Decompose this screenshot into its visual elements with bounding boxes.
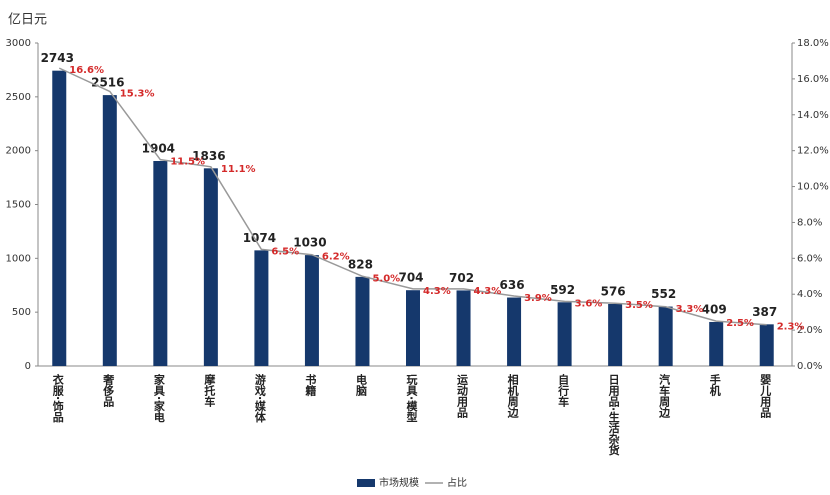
- bar: [456, 290, 471, 366]
- bar-value-label: 409: [702, 302, 727, 316]
- bar: [406, 290, 420, 366]
- y-tick-label: 1000: [6, 253, 31, 264]
- y2-tick-label: 10.0%: [797, 182, 829, 193]
- bar: [102, 95, 117, 367]
- bar-value-label: 1074: [243, 231, 276, 245]
- y-tick-label: 3000: [6, 38, 31, 49]
- legend-swatch: [357, 479, 375, 487]
- bar-value-label: 552: [651, 287, 676, 301]
- bar-value-label: 702: [449, 271, 474, 285]
- share-label: 6.2%: [322, 252, 350, 263]
- share-label: 16.6%: [69, 65, 104, 76]
- x-tick-label: 日用品·生活杂货: [607, 374, 621, 456]
- share-label: 4.3%: [474, 286, 502, 297]
- x-tick-label: 汽车周边: [658, 373, 672, 419]
- x-tick-label: 玩具·模型: [405, 374, 418, 423]
- bar: [355, 276, 370, 366]
- bar: [254, 250, 269, 366]
- share-label: 3.6%: [575, 298, 603, 309]
- x-tick-label: 手机: [708, 373, 721, 397]
- x-tick-label: 自行车: [557, 373, 571, 408]
- bar: [507, 297, 522, 366]
- share-label: 3.5%: [625, 300, 653, 311]
- y2-tick-label: 18.0%: [797, 38, 829, 49]
- y-tick-label: 2500: [6, 92, 31, 103]
- y-axis-unit: 亿日元: [8, 13, 47, 28]
- bar: [759, 324, 774, 366]
- y-tick-label: 1500: [6, 200, 31, 211]
- bar-value-label: 592: [550, 283, 575, 297]
- legend-label: 占比: [447, 476, 467, 489]
- y2-tick-label: 2.0%: [797, 325, 822, 336]
- bar: [203, 168, 218, 366]
- x-tick-label: 电脑: [354, 373, 367, 397]
- bar: [153, 161, 168, 366]
- x-tick-label: 家具·家电: [152, 373, 165, 423]
- bar-value-label: 636: [500, 278, 525, 292]
- bar: [557, 302, 572, 366]
- bar: [52, 70, 67, 366]
- y2-tick-label: 8.0%: [797, 217, 822, 228]
- share-label: 3.9%: [524, 293, 552, 304]
- share-label: 2.3%: [777, 322, 805, 333]
- y2-tick-label: 0.0%: [797, 361, 822, 372]
- x-tick-label: 摩托车: [203, 373, 216, 408]
- y2-tick-label: 16.0%: [797, 74, 829, 85]
- bar: [304, 255, 319, 366]
- bar-value-label: 2743: [41, 51, 74, 65]
- share-label: 6.5%: [271, 246, 299, 257]
- y-tick-label: 500: [12, 307, 31, 318]
- bar: [658, 306, 673, 366]
- x-tick-label: 书籍: [304, 373, 317, 397]
- share-line: [58, 67, 767, 326]
- x-tick-label: 奢侈品: [102, 373, 116, 408]
- bar-value-label: 828: [348, 257, 373, 271]
- y2-tick-label: 14.0%: [797, 110, 829, 121]
- bar-value-label: 1904: [142, 142, 175, 156]
- share-label: 3.3%: [676, 304, 704, 315]
- y2-tick-label: 12.0%: [797, 146, 829, 157]
- x-tick-label: 衣服·饰品: [51, 373, 64, 423]
- bar: [608, 303, 623, 366]
- x-tick-label: 运动用品: [456, 374, 469, 419]
- legend-label: 市场规模: [379, 476, 419, 489]
- share-label: 2.5%: [726, 318, 754, 329]
- x-tick-label: 婴儿用品: [759, 374, 773, 419]
- y-tick-label: 2000: [6, 146, 31, 157]
- bar: [709, 321, 724, 366]
- bar-value-label: 704: [398, 271, 423, 285]
- share-label: 11.1%: [221, 164, 256, 175]
- x-tick-label: 相机周边: [506, 373, 520, 419]
- share-label: 15.3%: [120, 88, 155, 99]
- share-label: 11.5%: [170, 157, 205, 168]
- share-label: 4.3%: [423, 286, 451, 297]
- y-tick-label: 0: [25, 361, 31, 372]
- bar-value-label: 576: [601, 284, 626, 298]
- x-tick-label: 游戏·媒体: [253, 373, 267, 423]
- bar-value-label: 1836: [192, 149, 225, 163]
- y2-tick-label: 6.0%: [797, 253, 822, 264]
- y2-tick-label: 4.0%: [797, 289, 822, 300]
- bar-value-label: 1030: [293, 236, 326, 250]
- bar-value-label: 387: [752, 305, 777, 319]
- share-label: 5.0%: [372, 273, 400, 284]
